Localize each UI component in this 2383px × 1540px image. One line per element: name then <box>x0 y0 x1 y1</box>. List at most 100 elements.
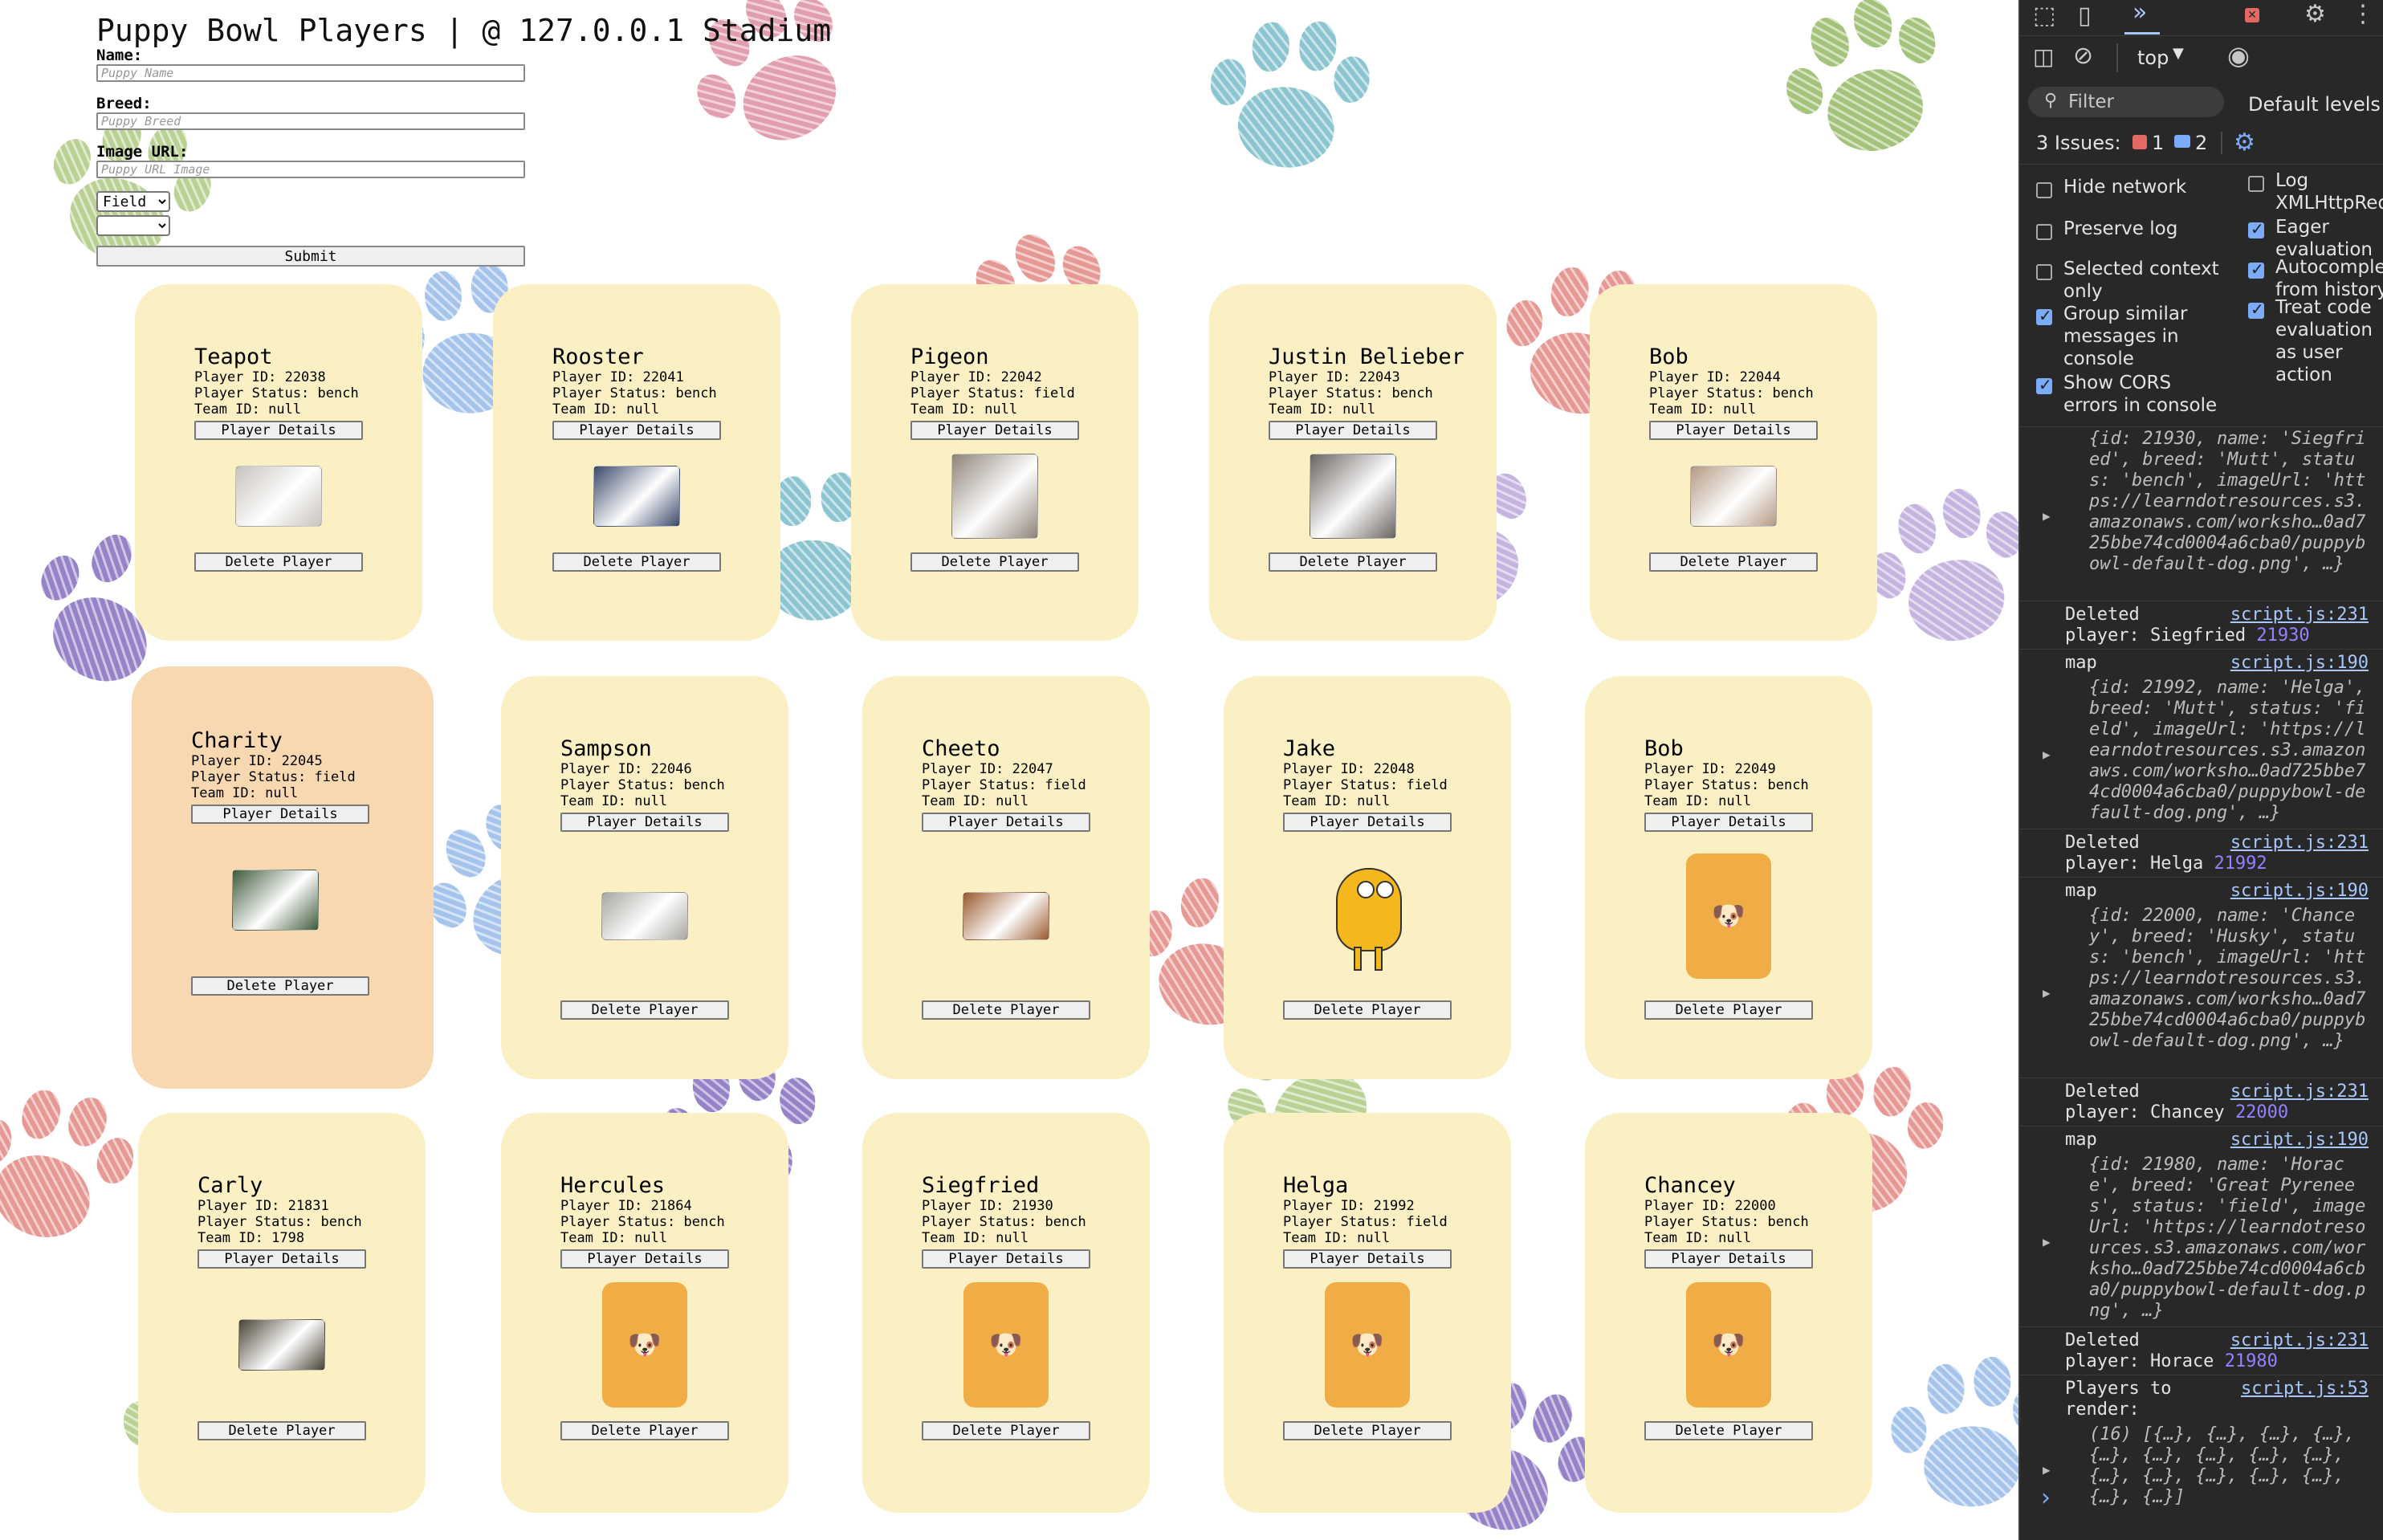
player-details-button[interactable]: Player Details <box>910 421 1079 440</box>
setting-label[interactable]: Hide network <box>2063 177 2187 198</box>
setting-label[interactable]: Treat code evaluation as user action <box>2275 297 2373 385</box>
player-details-button[interactable]: Player Details <box>1283 1249 1452 1269</box>
source-link[interactable]: script.js:231 <box>2230 605 2369 625</box>
console-object-entry[interactable]: ▶ {id: 21992, name: 'Helga', breed: 'Mutt… <box>2020 676 2383 829</box>
console-object-entry[interactable]: ▶ {id: 21930, name: 'Siegfried', breed: '… <box>2020 427 2383 601</box>
delete-player-button[interactable]: Delete Player <box>922 1000 1090 1020</box>
source-link[interactable]: script.js:53 <box>2241 1379 2369 1399</box>
player-photo <box>963 892 1049 940</box>
expand-arrow-icon[interactable]: ▶ <box>2043 1462 2051 1477</box>
context-dropdown-icon[interactable]: ▼ <box>2173 45 2184 62</box>
filter-input[interactable]: ⚲ Filter <box>2028 87 2224 117</box>
context-selector[interactable]: top <box>2137 47 2169 69</box>
sidebar-toggle-icon[interactable]: ◫ <box>2033 43 2055 70</box>
source-link[interactable]: script.js:231 <box>2230 833 2369 853</box>
setting-checkbox[interactable] <box>2036 375 2052 394</box>
player-name: Justin Belieber <box>1269 344 1464 369</box>
delete-player-button[interactable]: Delete Player <box>552 552 721 572</box>
player-details-button[interactable]: Player Details <box>922 1249 1090 1269</box>
clear-console-icon[interactable]: ⊘ <box>2073 42 2094 70</box>
console-prompt[interactable]: › <box>2041 1484 2051 1512</box>
player-card: Carly Player ID: 21831 Player Status: benc… <box>138 1113 426 1513</box>
player-details-button[interactable]: Player Details <box>191 805 369 824</box>
setting-checkbox[interactable] <box>2036 182 2052 198</box>
source-link[interactable]: script.js:190 <box>2230 1130 2369 1150</box>
image-url-input[interactable] <box>96 161 525 178</box>
delete-player-button[interactable]: Delete Player <box>922 1421 1090 1440</box>
issue-info-count[interactable]: 2 <box>2195 132 2208 154</box>
more-tabs-icon[interactable]: » <box>2132 0 2148 26</box>
setting-checkbox[interactable] <box>2036 264 2052 280</box>
console-settings-icon[interactable]: ⚙ <box>2234 128 2255 157</box>
expand-arrow-icon[interactable]: ▶ <box>2043 508 2051 524</box>
setting-checkbox[interactable] <box>2248 259 2264 279</box>
expand-arrow-icon[interactable]: ▶ <box>2043 747 2051 762</box>
setting-label[interactable]: Preserve log <box>2063 218 2178 239</box>
submit-button[interactable]: Submit <box>96 246 525 267</box>
player-details-button[interactable]: Player Details <box>198 1249 366 1269</box>
setting-label[interactable]: Log XMLHttpRequests <box>2275 170 2383 214</box>
console-object-entry[interactable]: ▶ (16) [{…}, {…}, {…}, {…}, {…}, {…}, {…}… <box>2020 1423 2383 1513</box>
delete-player-button[interactable]: Delete Player <box>1644 1000 1813 1020</box>
delete-player-button[interactable]: Delete Player <box>1644 1421 1813 1440</box>
console-object-entry[interactable]: ▶ {id: 22000, name: 'Chancey', breed: 'Hu… <box>2020 904 2383 1078</box>
player-details-button[interactable]: Player Details <box>1644 813 1813 832</box>
expand-arrow-icon[interactable]: ▶ <box>2043 1234 2051 1249</box>
player-status: Player Status: field <box>1283 1214 1448 1230</box>
delete-player-button[interactable]: Delete Player <box>1283 1000 1452 1020</box>
name-input[interactable] <box>96 64 525 82</box>
settings-gear-icon[interactable]: ⚙ <box>2304 0 2326 28</box>
player-details-button[interactable]: Player Details <box>1649 421 1818 440</box>
player-details-button[interactable]: Player Details <box>922 813 1090 832</box>
player-details-button[interactable]: Player Details <box>1283 813 1452 832</box>
setting-label[interactable]: Selected context only <box>2063 259 2219 302</box>
console-object-entry[interactable]: ▶ {id: 21980, name: 'Horace', breed: 'Gre… <box>2020 1153 2383 1326</box>
player-details-button[interactable]: Player Details <box>560 813 729 832</box>
delete-player-button[interactable]: Delete Player <box>560 1000 729 1020</box>
inspect-element-icon[interactable]: ⬚ <box>2033 2 2056 30</box>
delete-player-button[interactable]: Delete Player <box>194 552 363 572</box>
player-team: Team ID: null <box>922 793 1029 809</box>
live-expression-eye-icon[interactable]: ◉ <box>2227 40 2250 71</box>
source-link[interactable]: script.js:231 <box>2230 1330 2369 1351</box>
delete-player-button[interactable]: Delete Player <box>1269 552 1437 572</box>
delete-player-button[interactable]: Delete Player <box>1283 1421 1452 1440</box>
issues-label[interactable]: 3 Issues: <box>2036 132 2121 154</box>
player-details-button[interactable]: Player Details <box>560 1249 729 1269</box>
player-card: Teapot Player ID: 22038 Player Status: ben… <box>135 284 422 641</box>
player-details-button[interactable]: Player Details <box>1269 421 1437 440</box>
more-options-icon[interactable]: ⋮ <box>2351 0 2375 28</box>
console-message-label: Deleted player: Chancey <box>2065 1082 2225 1122</box>
delete-player-button[interactable]: Delete Player <box>198 1421 366 1440</box>
issue-error-count[interactable]: 1 <box>2152 132 2165 154</box>
source-link[interactable]: script.js:231 <box>2230 1082 2369 1102</box>
device-toolbar-icon[interactable]: ▯ <box>2078 2 2092 30</box>
player-details-button[interactable]: Player Details <box>1644 1249 1813 1269</box>
console-log-entry: Players to render: script.js:53 <box>2020 1375 2383 1424</box>
source-link[interactable]: script.js:190 <box>2230 881 2369 901</box>
source-link[interactable]: script.js:190 <box>2230 653 2369 673</box>
breed-input[interactable] <box>96 112 525 130</box>
setting-checkbox[interactable] <box>2248 176 2264 192</box>
delete-player-button[interactable]: Delete Player <box>560 1421 729 1440</box>
setting-label[interactable]: Eager evaluation <box>2275 217 2373 260</box>
delete-player-button[interactable]: Delete Player <box>1649 552 1818 572</box>
log-levels-dropdown[interactable]: Default levels <box>2248 93 2381 116</box>
delete-player-button[interactable]: Delete Player <box>910 552 1079 572</box>
setting-label[interactable]: Show CORS errors in console <box>2063 373 2218 416</box>
team-select[interactable] <box>96 215 170 236</box>
player-details-button[interactable]: Player Details <box>552 421 721 440</box>
player-details-button[interactable]: Player Details <box>194 421 363 440</box>
expand-arrow-icon[interactable]: ▶ <box>2043 985 2051 1000</box>
setting-label[interactable]: Group similar messages in console <box>2063 304 2188 369</box>
setting-checkbox[interactable] <box>2248 219 2264 238</box>
delete-player-button[interactable]: Delete Player <box>191 976 369 996</box>
setting-checkbox[interactable] <box>2036 224 2052 240</box>
player-id: Player ID: 22049 <box>1644 761 1776 777</box>
paw-pad <box>1176 874 1224 931</box>
setting-label[interactable]: Autocomplete from history <box>2275 257 2383 300</box>
error-badge-icon[interactable]: ✕ <box>2245 8 2259 22</box>
status-select[interactable]: Field <box>96 191 170 212</box>
setting-checkbox[interactable] <box>2036 306 2052 325</box>
setting-checkbox[interactable] <box>2248 299 2264 319</box>
